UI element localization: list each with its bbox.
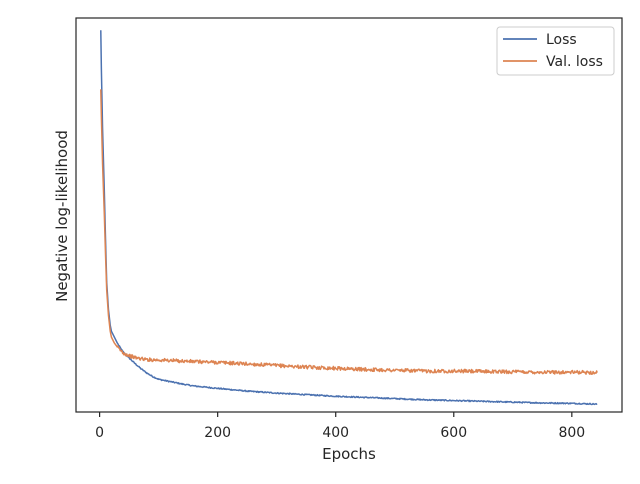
series-line-val-loss bbox=[100, 89, 598, 375]
x-tick-label: 800 bbox=[558, 425, 585, 441]
x-tick-label: 200 bbox=[204, 425, 231, 441]
x-tick-label: 400 bbox=[322, 425, 349, 441]
x-tick-label: 0 bbox=[95, 425, 104, 441]
series-line-loss bbox=[100, 30, 598, 406]
x-ticks: 0 200 400 600 800 bbox=[95, 412, 585, 441]
legend-label-loss: Loss bbox=[546, 32, 577, 48]
x-axis-label: Epochs bbox=[322, 445, 376, 463]
legend: Loss Val. loss bbox=[496, 26, 615, 76]
plot-area-frame bbox=[75, 17, 623, 413]
y-axis-label: Negative log-likelihood bbox=[53, 130, 71, 302]
series-layer bbox=[100, 30, 598, 406]
legend-label-val-loss: Val. loss bbox=[546, 54, 603, 70]
x-tick-label: 600 bbox=[440, 425, 467, 441]
